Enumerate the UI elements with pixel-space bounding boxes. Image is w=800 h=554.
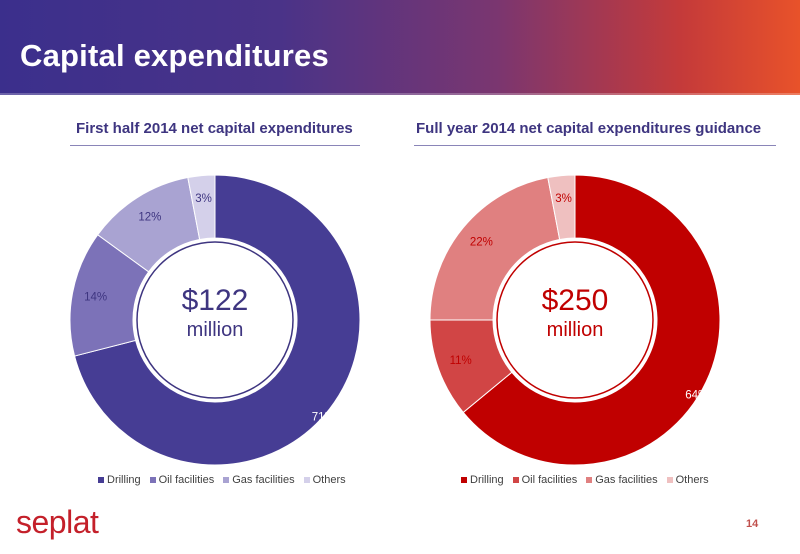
slice-label-oil-facilities: 11% [450,355,472,367]
title-banner [0,0,800,95]
legend-swatch [512,477,519,483]
page-title: Capital expenditures [20,38,329,73]
legend-label: Drilling [107,474,141,486]
slice-oil-facilities [430,319,513,414]
legend-swatch [586,477,593,483]
legend-label: Gas facilities [595,474,658,486]
chart-1-legend: Drilling Oil facilities Gas facilities Othe… [98,474,355,486]
center-unit: million [547,319,604,341]
legend-label: Gas facilities [232,474,295,486]
slice-others [187,174,216,241]
legend-label: Oil facilities [158,474,215,486]
legend-item-others: Others [666,474,709,486]
center-amount: $122 [182,284,249,317]
legend-label: Others [675,474,709,486]
chart-1-title: First half 2014 net capital expenditures [76,120,353,137]
legend-item-drilling: Drilling [98,474,141,486]
chart-2-title: Full year 2014 net capital expenditures … [416,120,762,137]
legend-label: Others [312,474,346,486]
center-unit: million [187,319,244,341]
chart-2-legend: Drilling Oil facilities Gas facilities Othe… [461,474,718,486]
legend-item-gas-facilities: Gas facilities [223,474,295,486]
slice-label-drilling: 71% [312,411,335,423]
legend-swatch [666,477,673,483]
slice-label-gas-facilities: 12% [138,211,161,223]
legend-swatch [149,477,156,483]
legend-label: Drilling [470,474,504,486]
slice-label-others: 3% [555,193,572,205]
slice-drilling [462,174,720,466]
legend-item-others: Others [303,474,346,486]
legend-swatch [303,477,310,483]
chart-1-title-rule [70,145,360,146]
legend-swatch [461,477,467,483]
slice-label-gas-facilities: 22% [470,237,493,249]
legend-label: Oil facilities [521,474,578,486]
slice-others [547,174,576,241]
slice-label-others: 3% [195,193,212,205]
page-number: 14 [746,518,759,530]
seplat-logo: seplat [16,504,99,540]
center-circle [136,241,294,399]
legend-item-gas-facilities: Gas facilities [586,474,658,486]
slice-label-drilling: 64% [685,389,708,401]
legend-item-oil-facilities: Oil facilities [149,474,215,486]
center-circle [496,241,654,399]
center-amount: $250 [542,284,609,317]
legend-item-oil-facilities: Oil facilities [512,474,578,486]
slice-label-oil-facilities: 14% [84,291,107,303]
slice-drilling [73,174,360,466]
legend-swatch [98,477,104,483]
legend-item-drilling: Drilling [461,474,504,486]
legend-swatch [223,477,230,483]
chart-2-title-rule [414,145,776,146]
